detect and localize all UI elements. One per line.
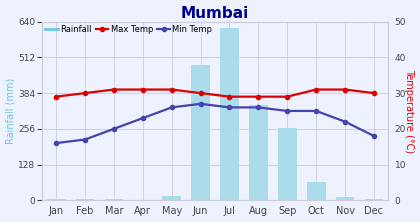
Y-axis label: Rainfall (mm): Rainfall (mm) <box>5 78 16 144</box>
Y-axis label: Temperature (°C): Temperature (°C) <box>404 69 415 153</box>
Bar <box>220 28 239 200</box>
Bar <box>307 182 326 200</box>
Bar <box>249 105 268 200</box>
Legend: Rainfall, Max Temp, Min Temp: Rainfall, Max Temp, Min Temp <box>42 22 215 37</box>
Bar <box>365 199 383 200</box>
Bar <box>76 199 94 200</box>
Bar <box>336 196 354 200</box>
Bar <box>47 199 66 200</box>
Bar <box>278 128 297 200</box>
Bar <box>105 199 123 200</box>
Title: Mumbai: Mumbai <box>181 6 249 21</box>
Bar <box>191 65 210 200</box>
Bar <box>162 196 181 200</box>
